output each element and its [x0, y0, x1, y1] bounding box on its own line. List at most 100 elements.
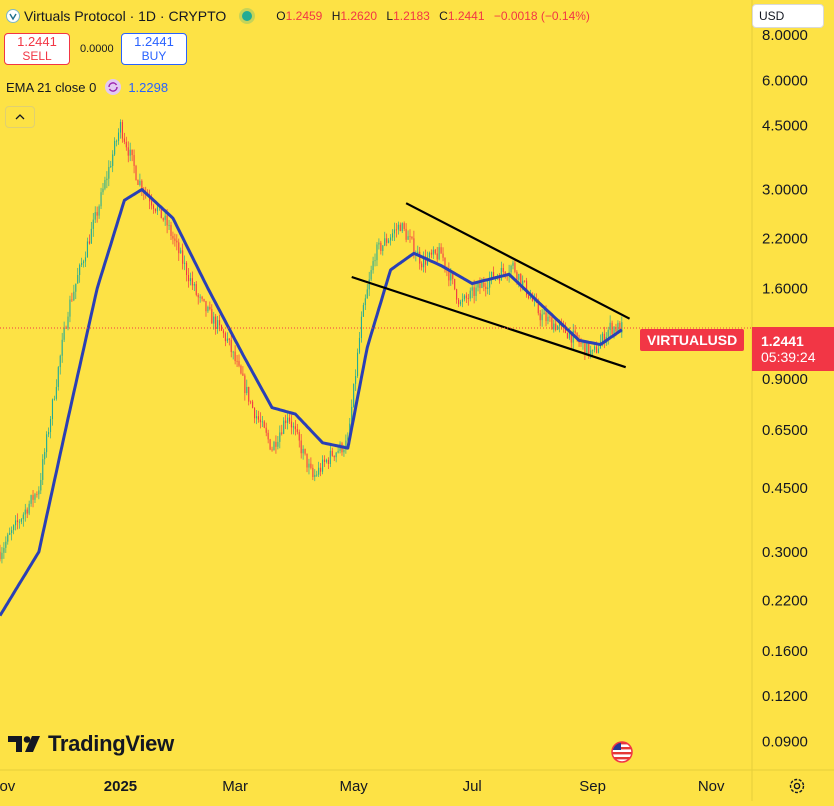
collapse-legend-button[interactable]: [5, 106, 35, 128]
candle: [294, 420, 296, 436]
candle: [419, 246, 421, 270]
y-tick-label: 0.2200: [762, 593, 808, 610]
chevron-up-icon: [15, 114, 25, 120]
open-value: 1.2459: [285, 9, 323, 23]
sell-button[interactable]: 1.2441 SELL: [4, 33, 70, 65]
candle: [607, 326, 609, 345]
candle: [539, 310, 541, 327]
candle: [327, 457, 329, 470]
candle: [475, 283, 477, 302]
candle: [14, 515, 17, 531]
candle: [137, 179, 139, 186]
candle: [244, 373, 246, 401]
candle: [290, 414, 293, 435]
candle: [224, 331, 226, 347]
ema-cycle-icon[interactable]: [104, 78, 122, 96]
candle: [24, 503, 26, 522]
candle: [46, 431, 48, 458]
ema-legend[interactable]: EMA 21 close 0 1.2298: [6, 78, 168, 96]
candle: [586, 341, 588, 355]
candle: [102, 183, 104, 195]
candle: [337, 447, 339, 454]
candle: [108, 160, 110, 187]
candle: [168, 219, 170, 231]
ohlc-values: O1.2459 H1.2620 L1.2183 C1.2441 −0.0018 …: [276, 9, 590, 23]
candle: [240, 364, 242, 375]
candle: [259, 412, 261, 429]
candle: [430, 249, 432, 259]
candle: [356, 348, 359, 378]
candle: [75, 283, 77, 300]
candle: [395, 223, 397, 238]
y-tick-label: 0.1200: [762, 688, 808, 705]
candle: [106, 171, 108, 189]
candle: [28, 500, 30, 516]
candle: [465, 292, 467, 303]
candle: [463, 294, 465, 302]
ema-value: 1.2298: [128, 79, 169, 95]
candle: [524, 280, 526, 283]
candle: [226, 332, 228, 344]
y-tick-label: 0.4500: [762, 480, 808, 497]
candle: [117, 128, 120, 145]
close-label: C: [439, 9, 448, 23]
y-tick-label: 3.0000: [762, 181, 808, 198]
candle: [96, 206, 98, 223]
candle: [59, 354, 61, 375]
candle: [222, 328, 225, 338]
tradingview-logo[interactable]: TradingView: [8, 731, 174, 757]
candle: [355, 369, 357, 391]
y-tick-label: 0.3000: [762, 544, 808, 561]
candle: [302, 445, 304, 460]
candle: [215, 313, 217, 335]
candle: [409, 229, 411, 243]
candle: [316, 470, 318, 477]
candle: [514, 259, 516, 274]
candle: [364, 294, 366, 311]
candle: [526, 277, 528, 298]
candle: [411, 236, 413, 240]
y-tick-label: 6.0000: [762, 72, 808, 89]
candle: [320, 462, 322, 477]
candle: [372, 256, 374, 274]
currency-select[interactable]: USD: [752, 4, 824, 28]
candle: [20, 517, 22, 525]
trendline-upper[interactable]: [405, 202, 631, 320]
candle: [189, 272, 191, 286]
symbol-price-tag: VIRTUALUSD: [640, 329, 745, 351]
candle: [191, 271, 193, 290]
candle: [345, 434, 347, 454]
candle: [116, 139, 118, 147]
candle: [541, 309, 543, 327]
candle: [77, 267, 79, 284]
candle: [13, 524, 15, 535]
candle: [219, 314, 221, 332]
symbol-title[interactable]: Virtuals Protocol · 1D · CRYPTO: [24, 8, 227, 24]
settings-gear-icon[interactable]: [787, 776, 807, 796]
candle: [79, 263, 81, 283]
candle: [26, 507, 28, 519]
us-flag-icon[interactable]: [611, 741, 633, 763]
candle: [360, 311, 362, 343]
candle: [94, 206, 96, 223]
candle: [588, 342, 590, 359]
candle: [312, 464, 314, 481]
candle: [255, 409, 258, 425]
candle: [368, 271, 370, 297]
candle: [0, 544, 1, 562]
symbol-tag-label: VIRTUALUSD: [647, 332, 738, 348]
trendline-lower[interactable]: [351, 275, 627, 369]
symbol-legend: Virtuals Protocol · 1D · CRYPTO O1.2459 …: [6, 6, 590, 26]
candle: [308, 458, 310, 475]
y-tick-label: 0.0900: [762, 733, 808, 750]
candle: [65, 325, 67, 330]
candle: [358, 331, 361, 355]
candle: [81, 257, 83, 267]
y-tick-label: 0.6500: [762, 422, 808, 439]
buy-button[interactable]: 1.2441 BUY: [121, 33, 187, 65]
candle: [557, 325, 559, 331]
candle: [88, 234, 90, 245]
candle: [178, 238, 180, 261]
